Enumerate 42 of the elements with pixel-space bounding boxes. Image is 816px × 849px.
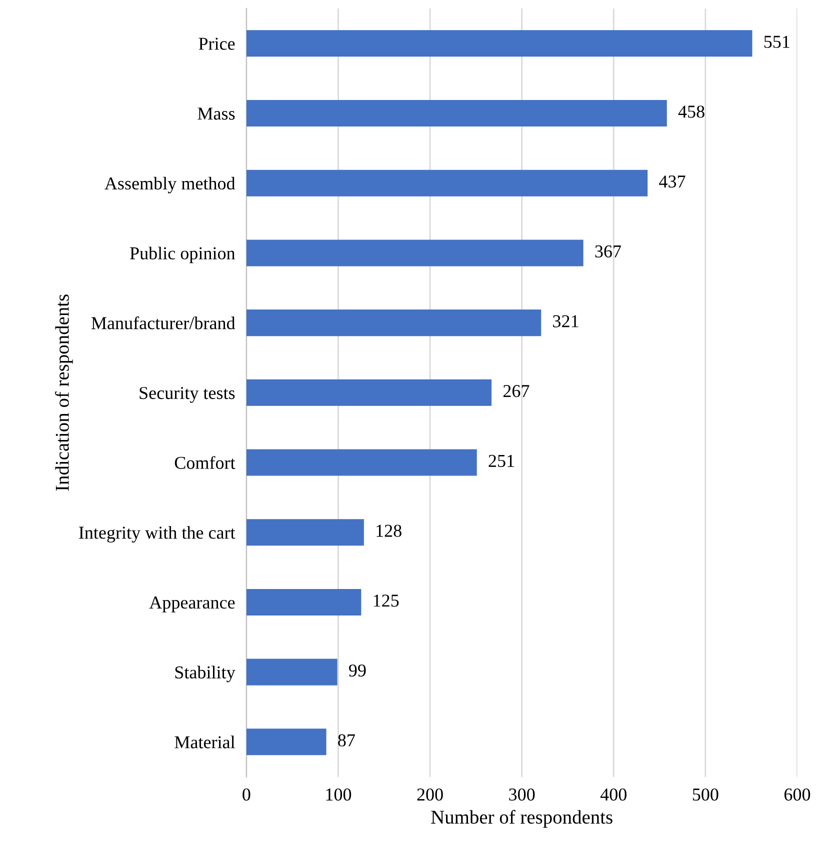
- bar: [246, 658, 338, 686]
- data-label: 551: [764, 36, 790, 48]
- y-axis-title: Indication of respondents: [55, 294, 73, 491]
- y-tick-label: Public opinion: [130, 246, 236, 264]
- data-label: 267: [503, 385, 530, 398]
- y-tick-label: Material: [174, 736, 235, 748]
- data-label: 87: [338, 734, 355, 746]
- data-label: 437: [659, 176, 686, 188]
- bar: [246, 100, 667, 127]
- x-tick-label: 100: [326, 788, 352, 801]
- bar: [246, 170, 648, 196]
- bar: [246, 310, 542, 336]
- data-label: 99: [349, 664, 366, 677]
- x-tick-label: 600: [784, 788, 810, 801]
- x-axis-title: Number of respondents: [431, 810, 612, 828]
- data-label: 458: [678, 106, 704, 118]
- y-tick-label: Price: [198, 38, 235, 50]
- x-tick-label: 400: [600, 788, 626, 801]
- bar: [246, 379, 492, 406]
- x-tick-label: 500: [692, 788, 718, 801]
- y-tick-label: Stability: [175, 666, 236, 682]
- data-label: 321: [553, 315, 578, 328]
- bar: [246, 519, 364, 546]
- bar: [246, 240, 584, 266]
- data-label: 125: [374, 594, 399, 607]
- bar: [246, 449, 477, 476]
- y-tick-label: Mass: [198, 108, 235, 120]
- bar: [246, 588, 362, 616]
- x-tick-label: 0: [242, 788, 250, 801]
- y-tick-label: Manufacturer/brand: [91, 316, 236, 330]
- bar: [246, 728, 326, 756]
- bar: [246, 30, 752, 57]
- x-tick-label: 300: [509, 788, 535, 801]
- data-label: 128: [376, 524, 402, 537]
- y-tick-label: Appearance: [149, 596, 235, 612]
- data-label: 251: [488, 454, 514, 468]
- x-tick-label: 200: [417, 788, 443, 801]
- y-tick-label: Integrity with the cart: [79, 526, 236, 543]
- y-tick-label: Assembly method: [104, 176, 236, 194]
- y-tick-label: Comfort: [174, 456, 236, 469]
- data-label: 367: [595, 245, 622, 258]
- y-tick-label: Security tests: [140, 386, 235, 403]
